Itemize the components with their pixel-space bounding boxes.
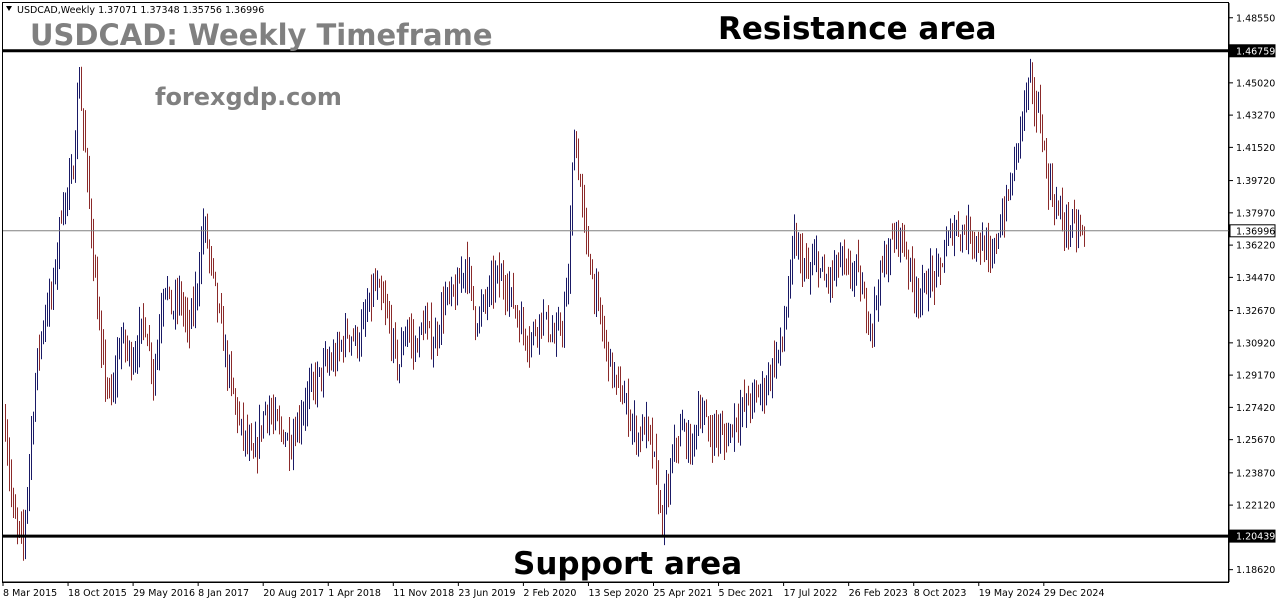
y-tick-label: 1.30920 [1236,338,1275,349]
x-tick-label: 11 Nov 2018 [393,588,454,599]
y-tick-label: 1.41520 [1236,143,1275,154]
x-tick-label: 8 Jan 2017 [198,588,249,599]
support-label: Support area [513,546,742,582]
y-tick-label: 1.29170 [1236,371,1275,382]
x-tick-label: 18 Oct 2015 [68,588,127,599]
y-tick-label: 1.34470 [1236,273,1275,284]
y-tick-label: 1.36220 [1236,241,1275,252]
price-label-text: 1.46759 [1236,46,1275,57]
price-label-box [1229,224,1276,238]
x-tick-label: 29 Dec 2024 [1044,588,1105,599]
x-tick-label: 20 Aug 2017 [263,588,324,599]
y-tick-label: 1.48550 [1236,13,1275,24]
x-tick-label: 5 Dec 2021 [719,588,774,599]
chart-title: USDCAD: Weekly Timeframe [30,18,493,52]
x-tick-label: 2 Feb 2020 [523,588,576,599]
y-tick-label: 1.25670 [1236,435,1275,446]
y-tick-label: 1.43270 [1236,111,1275,122]
price-axis[interactable]: 1.48550 1.45020 1.43270 1.41520 1.39720 1.379… [1228,3,1275,582]
y-tick-label: 1.18620 [1236,565,1275,576]
price-label-text: 1.36996 [1236,226,1275,237]
x-tick-label: 26 Feb 2023 [849,588,908,599]
y-tick-label: 1.23870 [1236,468,1275,479]
y-tick-label: 1.27420 [1236,403,1275,414]
x-tick-label: 29 May 2016 [133,588,195,599]
x-tick-label: 17 Jul 2022 [784,588,838,599]
resistance-label: Resistance area [718,11,997,47]
y-tick-label: 1.39720 [1236,176,1275,187]
price-label-text: 1.20439 [1236,532,1275,543]
y-tick-label: 1.37970 [1236,208,1275,219]
time-axis[interactable]: 8 Mar 2015 18 Oct 2015 29 May 2016 8 Jan 20… [2,581,1228,599]
x-tick-label: 8 Mar 2015 [3,588,57,599]
x-tick-label: 1 Apr 2018 [328,588,381,599]
horizontal-levels: 1.46759 1.20439 1.36996 [3,44,1276,543]
price-label-box [1229,44,1276,58]
website-label: forexgdp.com [155,83,342,111]
y-tick-label: 1.22120 [1236,501,1275,512]
triangle-down-icon[interactable] [6,6,12,11]
x-tick-label: 25 Apr 2021 [654,588,713,599]
x-tick-label: 13 Sep 2020 [588,588,648,599]
x-tick-label: 23 Jun 2019 [458,588,515,599]
price-bars [5,58,1085,561]
price-label-box [1229,529,1276,543]
x-tick-label: 19 May 2024 [979,588,1041,599]
symbol-info: USDCAD,Weekly 1.37071 1.37348 1.35756 1.… [17,5,264,16]
y-tick-label: 1.45020 [1236,78,1275,89]
x-tick-label: 8 Oct 2023 [914,588,967,599]
y-tick-label: 1.32670 [1236,306,1275,317]
